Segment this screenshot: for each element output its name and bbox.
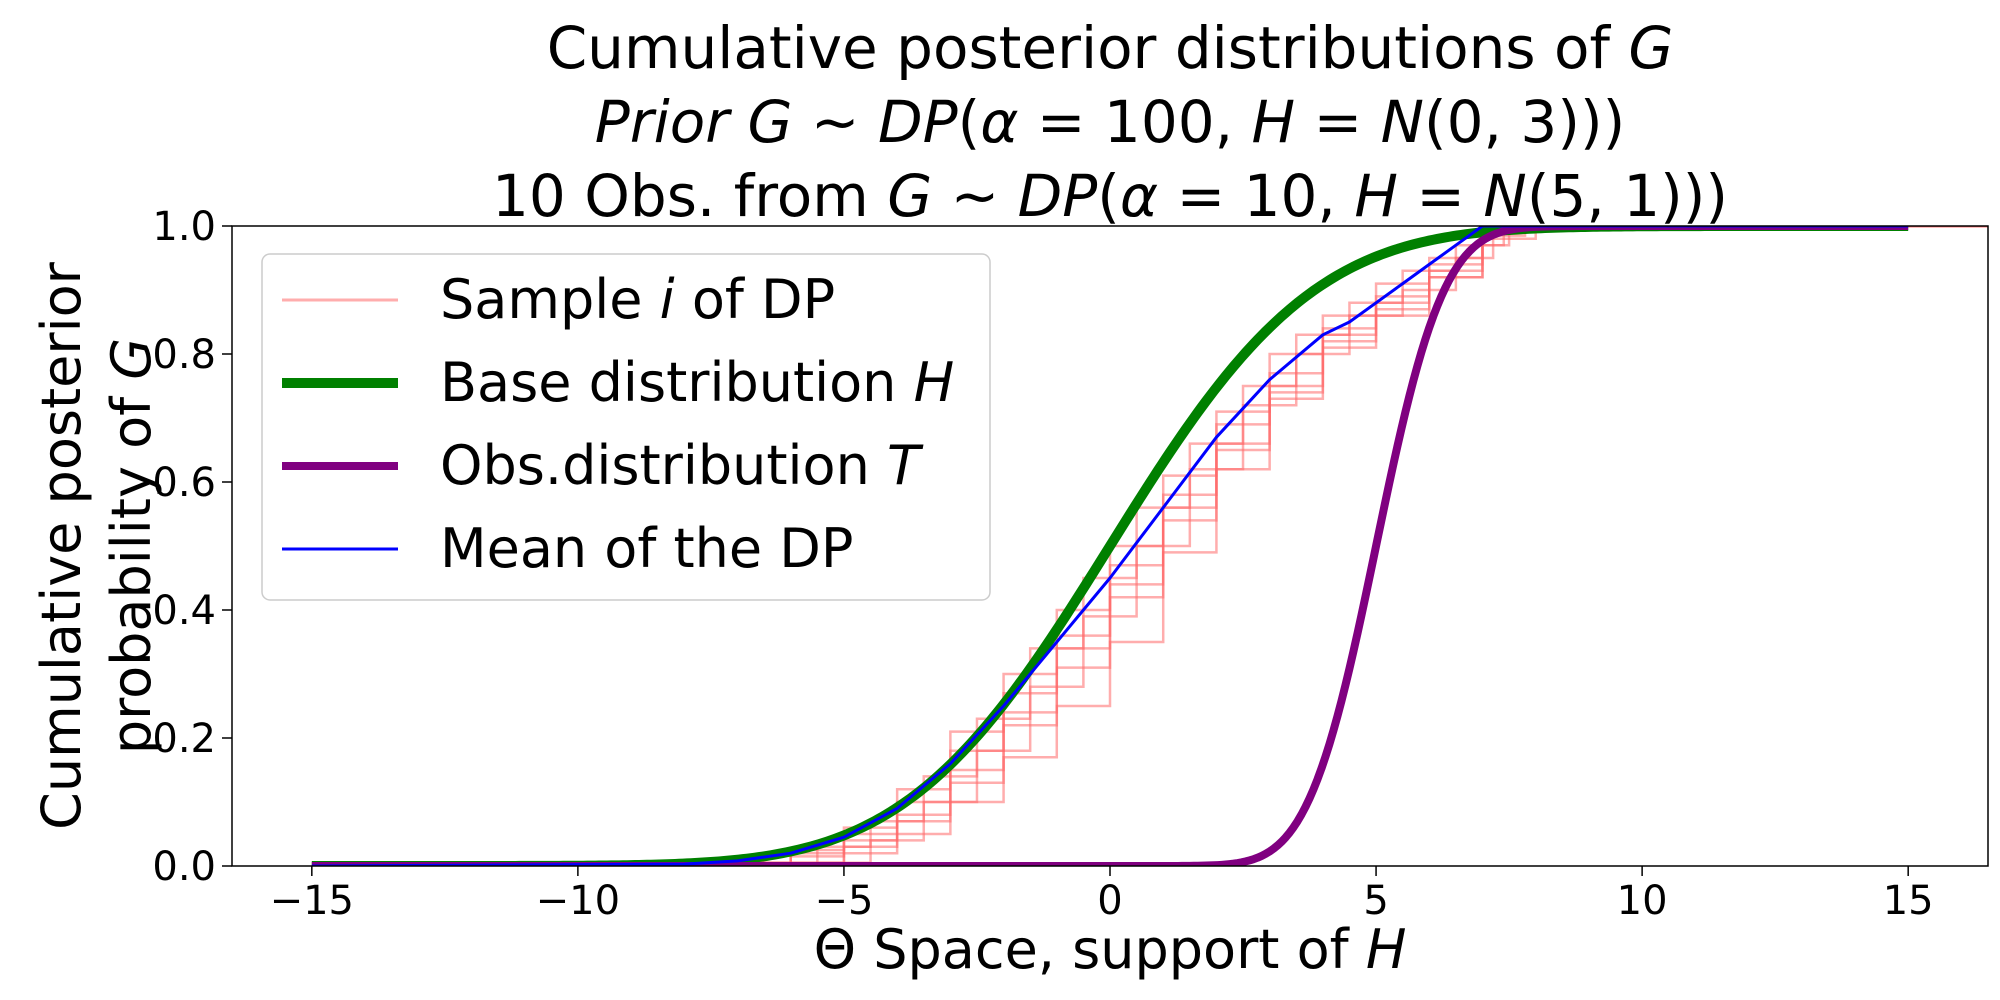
legend-label-4: Mean of the DP: [440, 517, 853, 580]
chart-title-line-2: Prior G ~ DP(α = 100, H = N(0, 3))): [595, 88, 1625, 156]
y-axis-label-line-1: Cumulative posterior: [30, 261, 93, 829]
y-tick-label: 0.8: [152, 332, 216, 378]
x-tick-label: 15: [1883, 878, 1934, 924]
x-tick-label: −15: [270, 878, 354, 924]
dp-mean-line: [311, 226, 1909, 866]
x-axis: −15 −10 −5 0 5 10 15: [270, 866, 1934, 924]
legend-label-3: Obs.distribution T: [440, 434, 924, 497]
x-tick-label: 0: [1097, 878, 1122, 924]
x-axis-label: Θ Space, support of H: [814, 918, 1407, 981]
legend: Sample i of DP Base distribution H Obs.dis…: [261, 253, 991, 601]
x-tick-label: 5: [1363, 878, 1388, 924]
y-axis: 0.0 0.2 0.4 0.6 0.8 1.0: [152, 204, 232, 890]
x-tick-label: 10: [1617, 878, 1668, 924]
y-tick-label: 0.0: [152, 844, 216, 890]
y-tick-label: 1.0: [152, 204, 216, 250]
x-tick-label: −10: [536, 878, 620, 924]
y-tick-label: 0.2: [152, 716, 216, 762]
legend-box: [261, 253, 991, 601]
x-axis-label-text: Θ Space, support of H: [814, 918, 1407, 981]
chart-title-line-1: Cumulative posterior distributions of G: [547, 14, 1674, 82]
y-tick-label: 0.6: [152, 460, 216, 506]
y-axis-label: Cumulative posterior probability of G: [30, 261, 163, 829]
x-tick-label: −5: [814, 878, 873, 924]
legend-label-1: Sample i of DP: [440, 268, 835, 331]
y-axis-label-line-2: probability of G: [100, 338, 163, 754]
chart-title: Cumulative posterior distributions of GP…: [492, 14, 1728, 230]
chart-title-line-3: 10 Obs. from G ~ DP(α = 10, H = N(5, 1))…: [492, 162, 1728, 230]
y-tick-label: 0.4: [152, 588, 216, 634]
legend-label-2: Base distribution H: [440, 351, 954, 414]
